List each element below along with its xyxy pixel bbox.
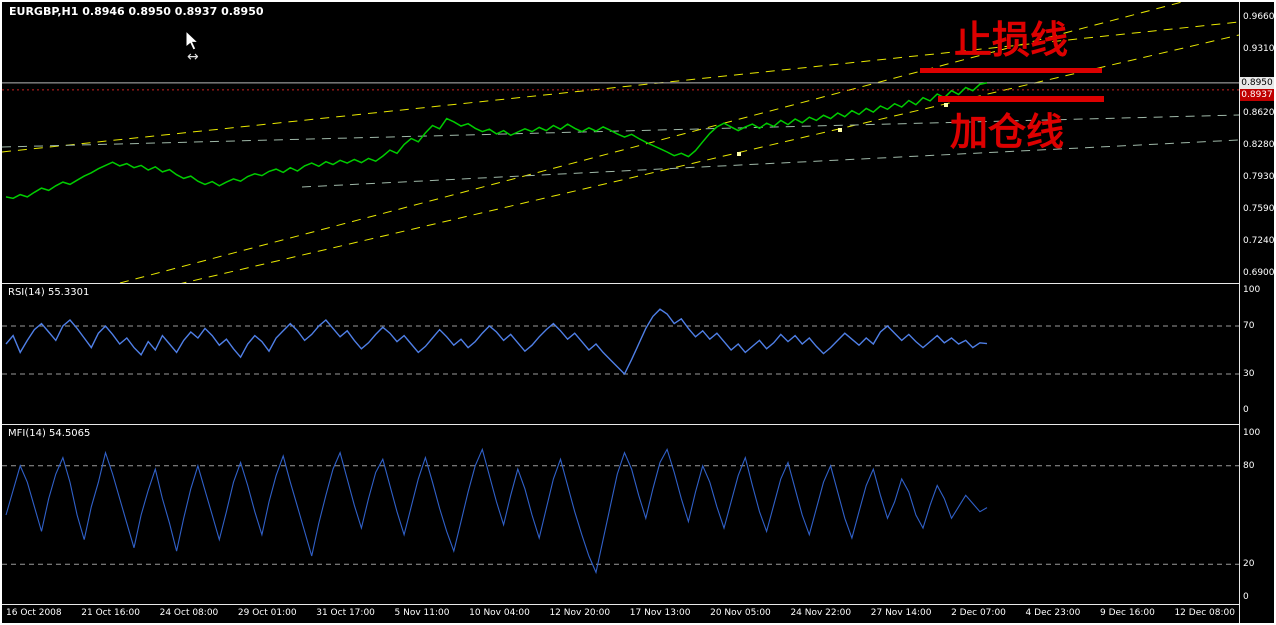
time-axis-label: 9 Dec 16:00 (1100, 608, 1155, 618)
price-scale-label: 0.7930 (1243, 172, 1275, 182)
time-axis-label: 24 Nov 22:00 (790, 608, 852, 618)
annotation-bar-1[interactable] (938, 96, 1104, 102)
time-axis-label: 4 Dec 23:00 (1025, 608, 1081, 618)
price-line-eurgbp (5, 82, 988, 200)
rsi-line (5, 308, 988, 376)
price-scale-label: 0.8280 (1243, 140, 1275, 150)
mfi-scale-label: 100 (1243, 428, 1261, 438)
trend-line-4[interactable] (301, 139, 1239, 188)
annotation-bar-0[interactable] (920, 68, 1102, 73)
mfi-scale-label: 80 (1243, 461, 1255, 471)
bid-price-badge: 0.8950 (1240, 77, 1274, 89)
price-scale-label: 0.9660 (1243, 12, 1275, 22)
rsi-scale-label: 70 (1243, 321, 1255, 331)
trend-line-2[interactable] (119, 2, 1183, 283)
time-axis-label: 24 Oct 08:00 (159, 608, 219, 618)
mfi-scale-label: 0 (1243, 592, 1249, 602)
horizontal-resize-icon: ↔ (187, 49, 199, 65)
panel-separator[interactable] (2, 424, 1239, 425)
trend-line-3[interactable] (2, 114, 1239, 148)
rsi-canvas[interactable] (2, 284, 1239, 424)
mfi-scale-label: 20 (1243, 559, 1255, 569)
mfi-panel (2, 425, 1239, 604)
price-scale-label: 0.6900 (1243, 268, 1275, 278)
stop-loss-annotation[interactable]: 止损线 (954, 18, 1069, 62)
time-axis-label: 12 Dec 08:00 (1174, 608, 1235, 618)
time-axis-label: 5 Nov 11:00 (394, 608, 450, 618)
main-chart-panel (2, 2, 1239, 283)
price-scale[interactable]: 0.8950 0.8937 0.96600.93100.89500.86200.… (1240, 2, 1274, 623)
trendline-anchor-marker[interactable] (838, 128, 842, 132)
mfi-line (5, 447, 988, 575)
time-axis-label: 10 Nov 04:00 (469, 608, 530, 618)
scale-separator (1239, 2, 1240, 623)
panel-separator[interactable] (2, 604, 1239, 605)
rsi-scale-label: 0 (1243, 405, 1249, 415)
rsi-panel (2, 284, 1239, 424)
price-scale-label: 0.7590 (1243, 204, 1275, 214)
add-position-annotation[interactable]: 加仓线 (950, 110, 1065, 154)
time-axis-label: 20 Nov 05:00 (710, 608, 771, 618)
price-scale-label: 0.7240 (1243, 236, 1275, 246)
main-chart-canvas[interactable] (2, 2, 1239, 283)
price-scale-label: 0.9310 (1243, 44, 1275, 54)
time-axis-label: 21 Oct 16:00 (81, 608, 140, 618)
time-axis[interactable]: 16 Oct 2008 21 Oct 16:00 24 Oct 08:00 29 Oc… (2, 605, 1239, 623)
time-axis-label: 17 Nov 13:00 (629, 608, 691, 618)
mfi-canvas[interactable] (2, 425, 1239, 604)
trendline-anchor-marker[interactable] (944, 103, 948, 107)
rsi-scale-label: 100 (1243, 285, 1261, 295)
time-axis-label: 29 Oct 01:00 (237, 608, 297, 618)
ask-price-badge: 0.8937 (1240, 89, 1274, 101)
price-scale-label: 0.8620 (1243, 108, 1275, 118)
chart-title: EURGBP,H1 0.8946 0.8950 0.8937 0.8950 (9, 5, 264, 18)
trendline-anchor-marker[interactable] (737, 152, 741, 156)
rsi-indicator-label: RSI(14) 55.3301 (8, 287, 90, 298)
mouse-cursor-icon (185, 30, 200, 51)
time-axis-label: 12 Nov 20:00 (549, 608, 611, 618)
time-axis-label: 27 Nov 14:00 (870, 608, 932, 618)
panel-separator[interactable] (2, 283, 1239, 284)
time-axis-label: 2 Dec 07:00 (951, 608, 1006, 618)
trend-line-1[interactable] (162, 34, 1239, 283)
mfi-indicator-label: MFI(14) 54.5065 (8, 428, 91, 439)
time-axis-label: 31 Oct 17:00 (316, 608, 375, 618)
time-axis-label: 16 Oct 2008 (6, 608, 62, 618)
rsi-scale-label: 30 (1243, 369, 1255, 379)
